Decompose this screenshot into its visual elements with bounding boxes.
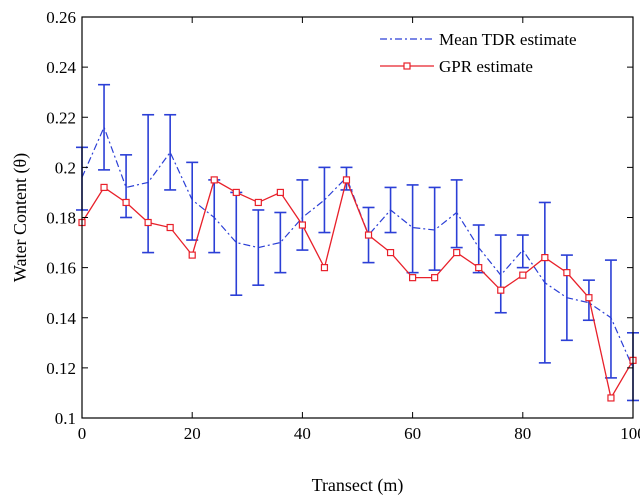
- gpr-point: [320, 264, 329, 272]
- gpr-point: [607, 394, 615, 402]
- gpr-point: [453, 248, 461, 257]
- gpr-point: [563, 269, 571, 277]
- x-tick-label: 80: [514, 424, 531, 443]
- x-axis-label: Transect (m): [312, 475, 404, 496]
- gpr-point: [519, 271, 527, 279]
- gpr-point: [276, 188, 284, 197]
- gpr-line: [81, 177, 634, 400]
- y-tick-label: 0.14: [46, 309, 76, 328]
- gpr-point: [254, 198, 262, 207]
- gpr-point: [188, 251, 196, 259]
- gpr-point: [431, 274, 439, 282]
- y-tick-label: 0.12: [46, 359, 76, 378]
- x-tick-label: 20: [184, 424, 201, 443]
- y-tick-label: 0.1: [55, 409, 76, 428]
- plot-frame: [81, 16, 634, 419]
- gpr-point: [342, 176, 351, 184]
- gpr-point: [386, 248, 395, 257]
- gpr-point: [210, 176, 218, 184]
- y-tick-label: 0.24: [46, 58, 76, 77]
- gpr-point: [364, 231, 373, 239]
- x-tick-label: 40: [294, 424, 311, 443]
- tdr-series: [76, 83, 639, 402]
- y-tick-label: 0.18: [46, 209, 76, 228]
- y-tick-label: 0.2: [55, 158, 76, 177]
- x-tick-label: 0: [78, 424, 87, 443]
- gpr-point: [100, 183, 108, 192]
- gpr-point: [541, 254, 549, 262]
- tdr-line: [81, 125, 634, 369]
- y-tick-label: 0.16: [46, 259, 76, 278]
- gpr-point: [144, 218, 152, 227]
- gpr-point: [497, 286, 505, 294]
- gpr-series: [78, 176, 637, 402]
- gpr-point: [232, 188, 240, 197]
- legend: Mean TDR estimate GPR estimate: [380, 30, 577, 76]
- gpr-point: [298, 221, 306, 229]
- axes: 0 20 40 60 80 100 0.1 0.12 0.14 0.16 0.18 0.2 0.22 0.…: [46, 8, 640, 443]
- y-tick-label: 0.22: [46, 108, 76, 127]
- legend-gpr-marker: [403, 62, 411, 70]
- y-axis-label: Water Content (θ): [10, 153, 31, 282]
- legend-gpr-label: GPR estimate: [439, 57, 533, 76]
- x-tick-label: 100: [620, 424, 640, 443]
- gpr-point: [166, 223, 174, 232]
- x-tick-label: 60: [404, 424, 421, 443]
- gpr-point: [585, 294, 593, 302]
- y-tick-label: 0.26: [46, 8, 76, 27]
- gpr-point: [475, 264, 483, 272]
- gpr-point: [122, 198, 130, 207]
- legend-tdr-label: Mean TDR estimate: [439, 30, 577, 49]
- gpr-point: [409, 274, 417, 282]
